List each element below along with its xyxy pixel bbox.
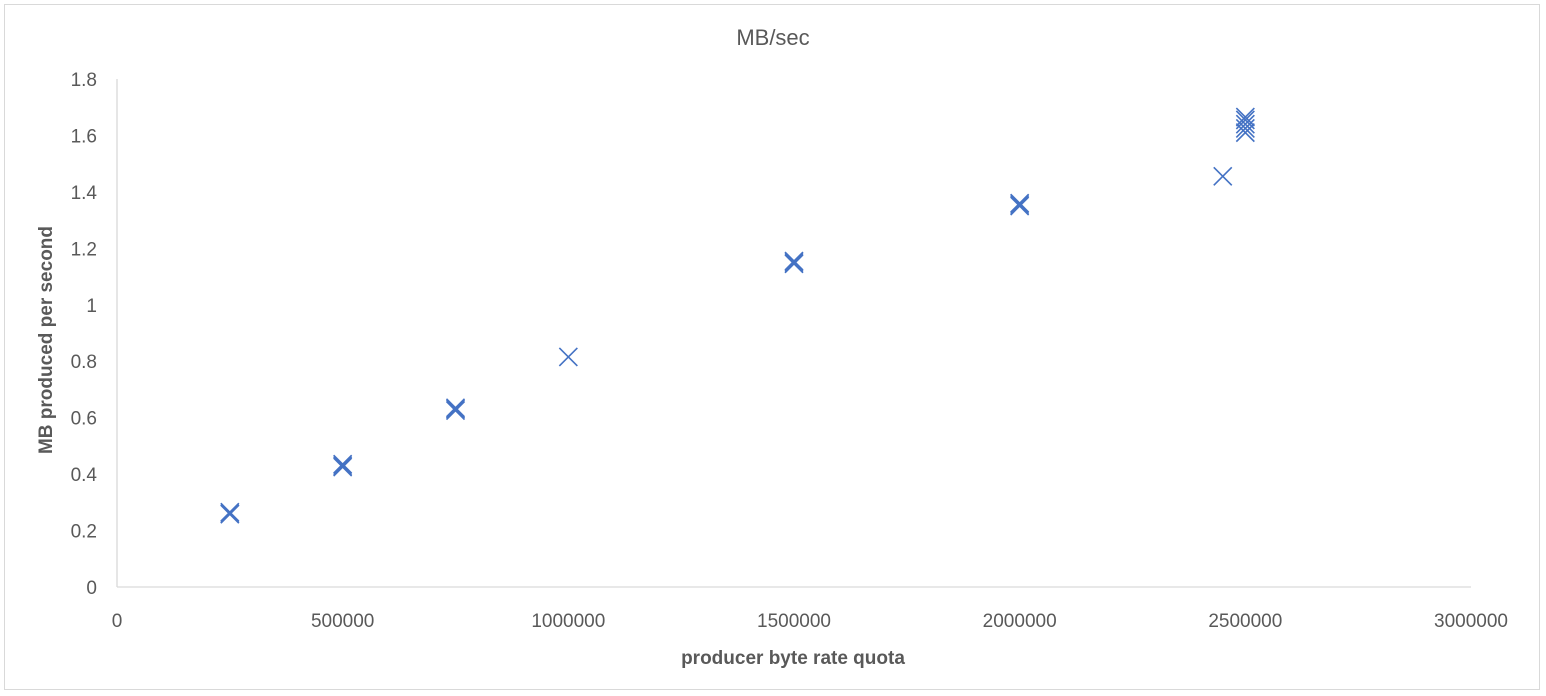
chart-title[interactable]: MB/sec [736, 25, 809, 50]
x-tick-label: 2500000 [1208, 611, 1282, 632]
data-point[interactable] [784, 252, 804, 273]
data-point[interactable] [333, 457, 353, 477]
data-point[interactable] [1010, 193, 1030, 213]
y-axis-title[interactable]: MB produced per second [36, 226, 57, 454]
data-point[interactable] [220, 504, 240, 524]
x-tick-label: 1000000 [531, 611, 605, 632]
data-point[interactable] [445, 399, 466, 419]
y-tick-label: 0.8 [71, 352, 97, 373]
y-tick-label: 1.2 [71, 239, 97, 260]
y-tick-label: 1.8 [71, 70, 97, 91]
x-tick-label: 2000000 [983, 611, 1057, 632]
x-axis-tick-labels: 0 500000 1000000 1500000 2000000 2500000 30000… [112, 611, 1508, 632]
y-tick-label: 1.6 [71, 126, 97, 147]
data-point[interactable] [1010, 196, 1030, 216]
x-tick-label: 500000 [311, 611, 374, 632]
data-point[interactable] [1235, 114, 1255, 134]
data-point[interactable] [1235, 123, 1255, 143]
chart-area[interactable]: MB/sec 0 0.2 0.4 0.6 0.8 1 1.2 1.4 1.6 1.8 0 50000… [4, 4, 1540, 690]
data-point[interactable] [1213, 166, 1233, 186]
data-point[interactable] [220, 502, 240, 522]
data-point[interactable] [445, 401, 466, 421]
data-point[interactable] [784, 254, 804, 274]
data-point[interactable] [1010, 195, 1030, 215]
x-tick-label: 3000000 [1434, 611, 1508, 632]
y-axis-tick-labels: 0 0.2 0.4 0.6 0.8 1 1.2 1.4 1.6 1.8 [71, 70, 98, 599]
data-point[interactable] [445, 398, 466, 418]
data-point[interactable] [333, 456, 353, 476]
x-tick-label: 0 [112, 611, 123, 632]
scatter-chart: MB/sec 0 0.2 0.4 0.6 0.8 1 1.2 1.4 1.6 1.8 0 50000… [36, 25, 1508, 669]
y-tick-label: 1.4 [71, 183, 98, 204]
y-tick-label: 0.6 [71, 409, 97, 430]
data-point[interactable] [333, 454, 353, 474]
y-tick-label: 1 [86, 296, 97, 317]
y-tick-label: 0.4 [71, 465, 98, 486]
x-axis-title[interactable]: producer byte rate quota [681, 648, 905, 669]
plot-area[interactable] [116, 79, 1471, 588]
data-markers [220, 107, 1255, 524]
data-point[interactable] [1235, 118, 1255, 138]
data-point[interactable] [784, 251, 804, 271]
y-tick-label: 0.2 [71, 522, 97, 543]
x-tick-label: 1500000 [757, 611, 831, 632]
y-tick-label: 0 [86, 578, 97, 599]
data-point[interactable] [558, 347, 578, 367]
